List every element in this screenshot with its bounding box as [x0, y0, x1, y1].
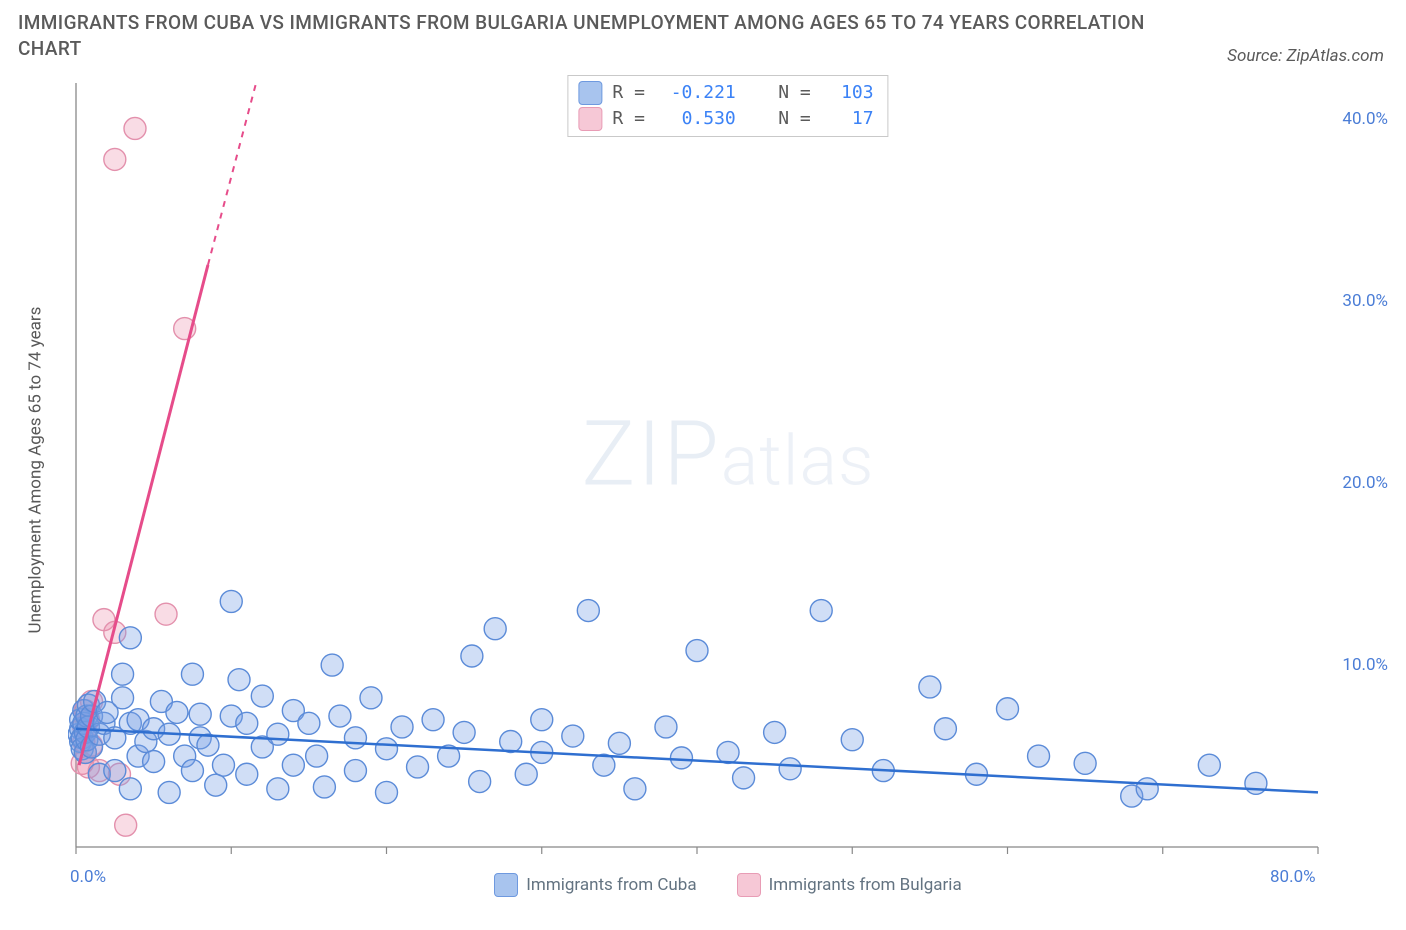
- bulgaria-r-value: 0.530: [666, 106, 736, 132]
- chart-title: IMMIGRANTS FROM CUBA VS IMMIGRANTS FROM …: [18, 10, 1146, 61]
- correlation-legend: R = -0.221 N = 103 R = 0.530 N = 17: [567, 75, 888, 137]
- legend-swatch-cuba-bottom: [494, 873, 518, 897]
- legend-swatch-bulgaria: [578, 107, 602, 131]
- legend-row-cuba: R = -0.221 N = 103: [578, 80, 873, 106]
- legend-item-cuba: Immigrants from Cuba: [494, 873, 696, 897]
- plot-area: R = -0.221 N = 103 R = 0.530 N = 17 ZIPa…: [68, 75, 1388, 865]
- bulgaria-n-value: 17: [832, 106, 874, 132]
- y-tick-label: 40.0%: [1342, 109, 1388, 129]
- scatter-chart: [68, 75, 1388, 865]
- y-tick-label: 10.0%: [1342, 655, 1388, 675]
- legend-label-cuba: Immigrants from Cuba: [526, 875, 696, 895]
- cuba-r-value: -0.221: [666, 80, 736, 106]
- series-legend: Immigrants from Cuba Immigrants from Bul…: [68, 870, 1388, 900]
- legend-row-bulgaria: R = 0.530 N = 17: [578, 106, 873, 132]
- legend-label-bulgaria: Immigrants from Bulgaria: [769, 875, 962, 895]
- legend-swatch-bulgaria-bottom: [737, 873, 761, 897]
- legend-item-bulgaria: Immigrants from Bulgaria: [737, 873, 962, 897]
- source-label: Source: ZipAtlas.com: [1227, 46, 1384, 66]
- cuba-n-value: 103: [832, 80, 874, 106]
- legend-swatch-cuba: [578, 81, 602, 105]
- chart-container: Unemployment Among Ages 65 to 74 years R…: [18, 75, 1388, 905]
- y-axis-label: Unemployment Among Ages 65 to 74 years: [18, 75, 52, 865]
- y-tick-label: 30.0%: [1342, 291, 1388, 311]
- y-tick-label: 20.0%: [1342, 473, 1388, 493]
- chart-page: IMMIGRANTS FROM CUBA VS IMMIGRANTS FROM …: [0, 0, 1406, 930]
